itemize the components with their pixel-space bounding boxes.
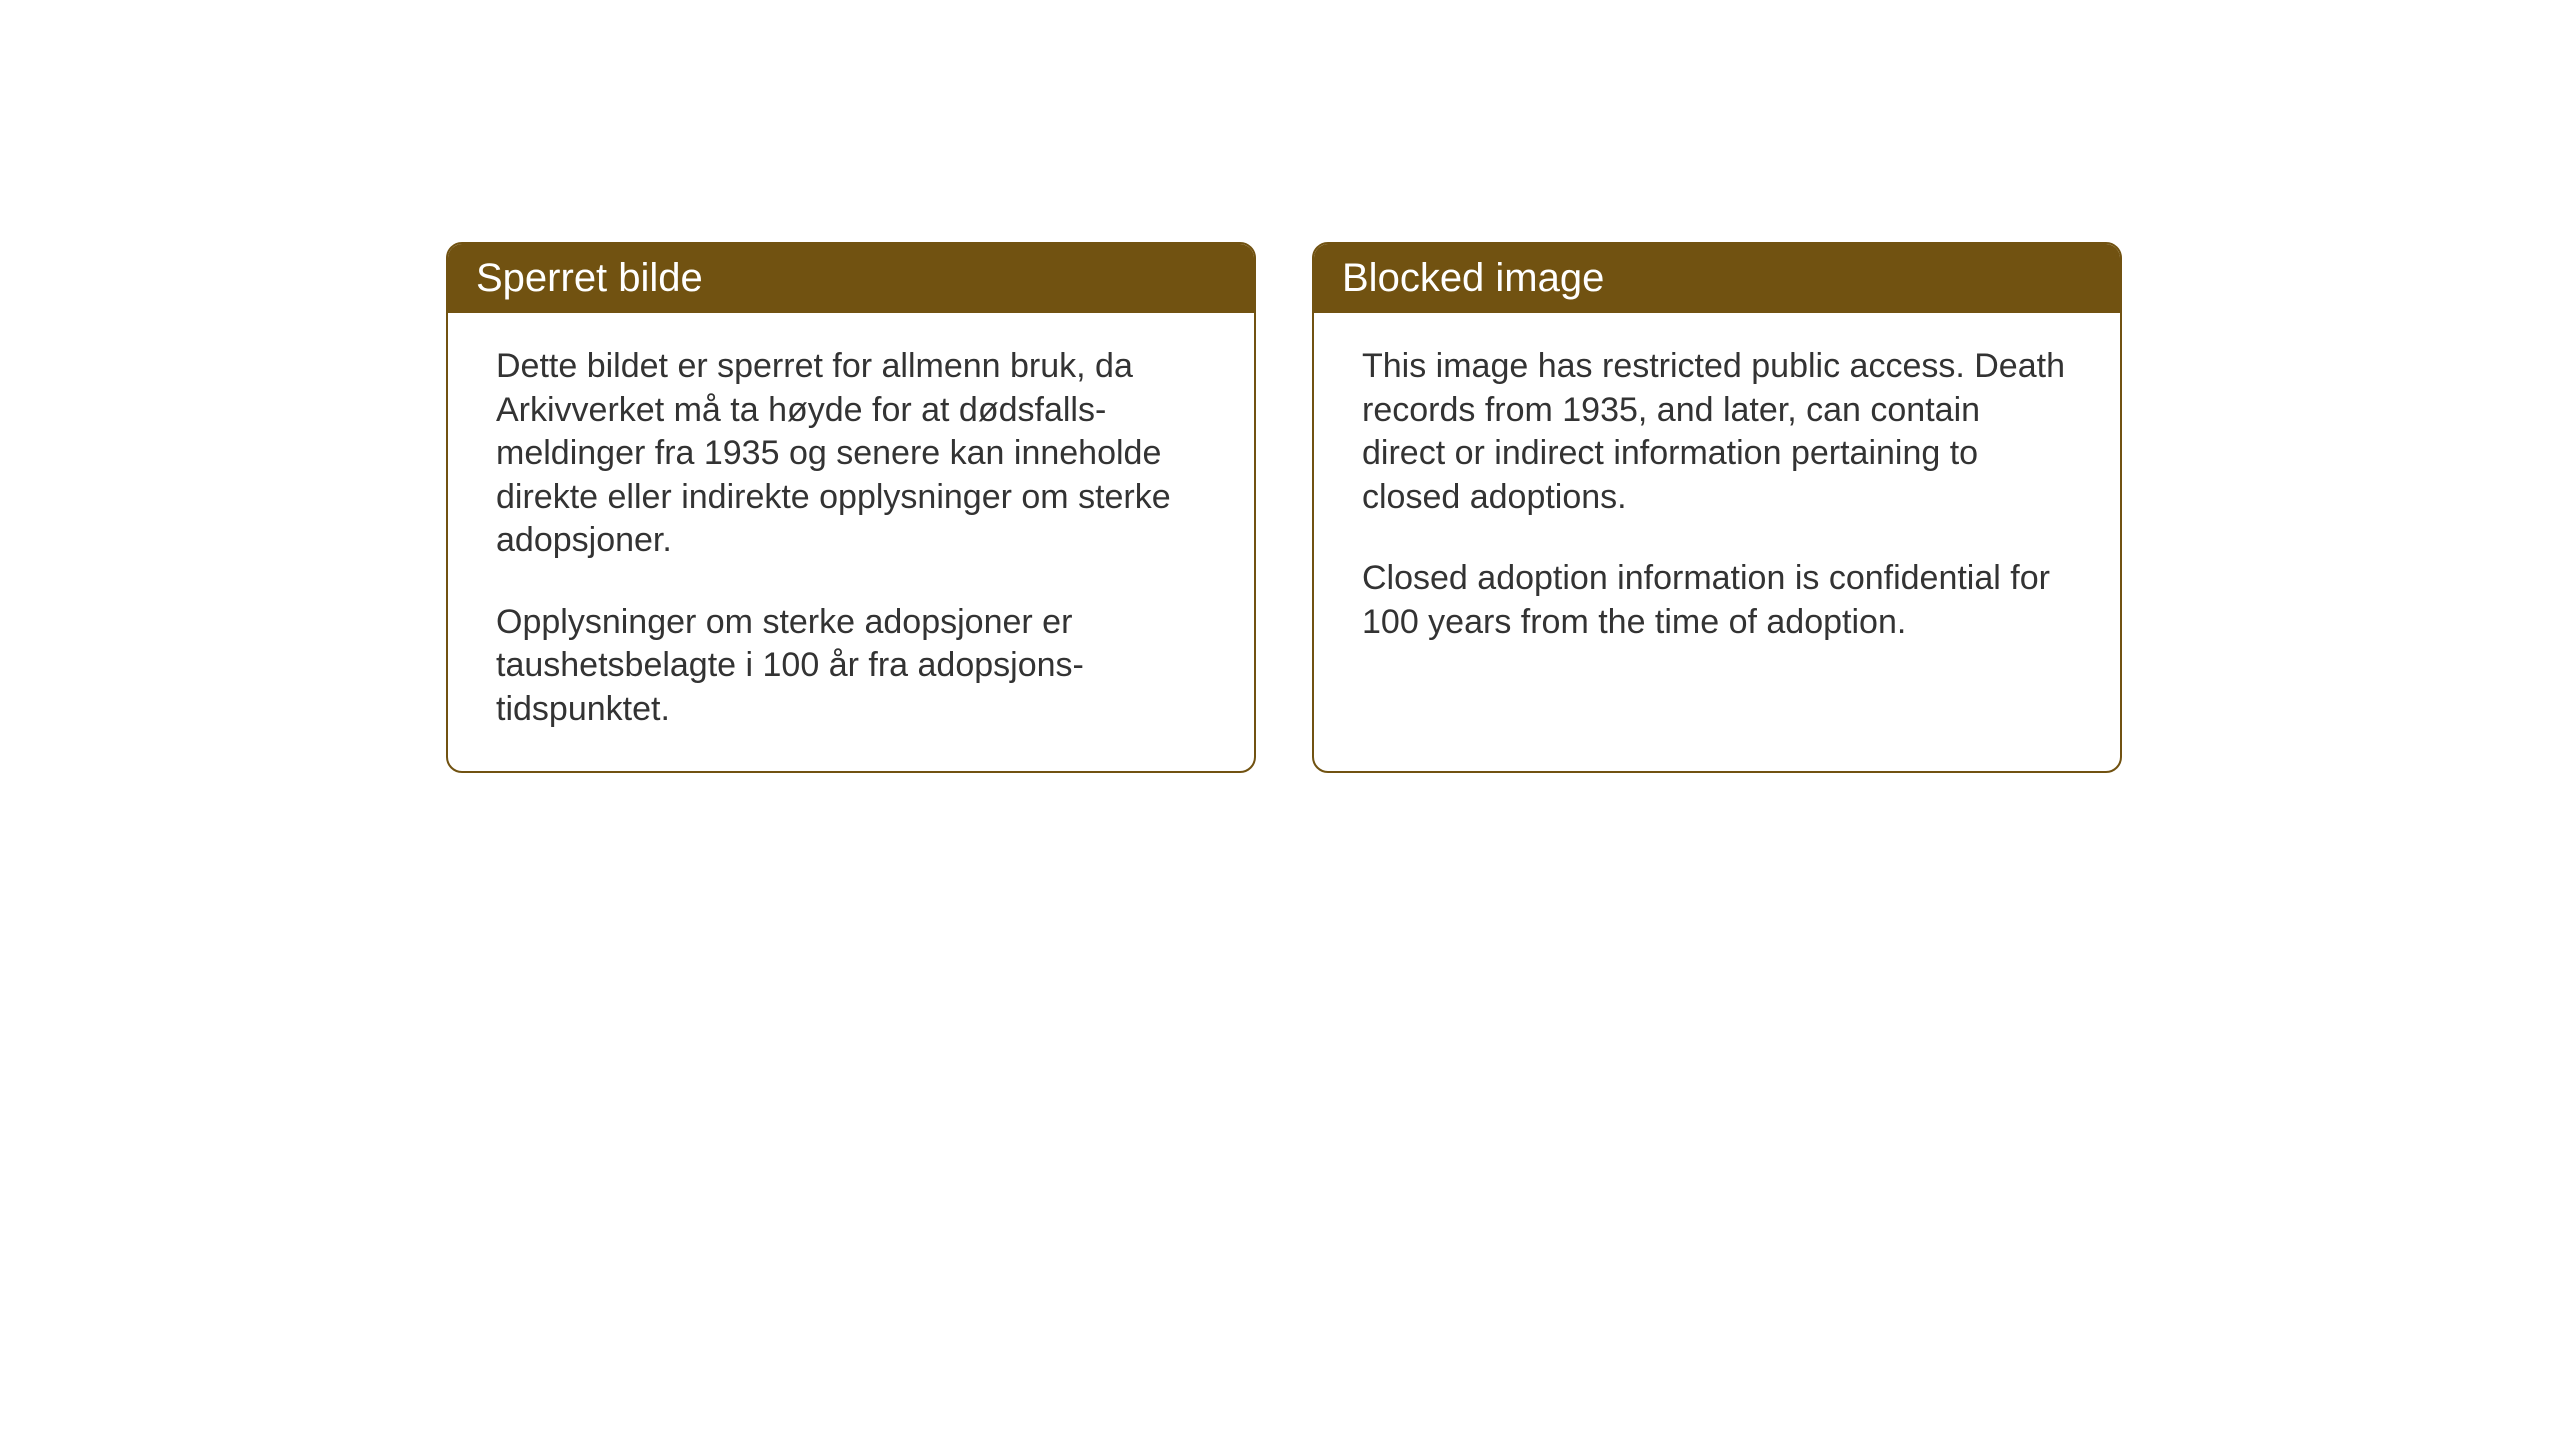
- notice-body-norwegian: Dette bildet er sperret for allmenn bruk…: [448, 313, 1254, 771]
- notice-header-english: Blocked image: [1314, 244, 2120, 313]
- notice-title: Sperret bilde: [476, 256, 703, 300]
- notice-card-english: Blocked image This image has restricted …: [1312, 242, 2122, 773]
- notice-paragraph: This image has restricted public access.…: [1362, 345, 2072, 519]
- notice-paragraph: Closed adoption information is confident…: [1362, 557, 2072, 644]
- notice-paragraph: Dette bildet er sperret for allmenn bruk…: [496, 345, 1206, 563]
- notice-body-english: This image has restricted public access.…: [1314, 313, 2120, 684]
- notice-paragraph: Opplysninger om sterke adopsjoner er tau…: [496, 601, 1206, 732]
- notice-header-norwegian: Sperret bilde: [448, 244, 1254, 313]
- notice-container: Sperret bilde Dette bildet er sperret fo…: [0, 0, 2560, 773]
- notice-card-norwegian: Sperret bilde Dette bildet er sperret fo…: [446, 242, 1256, 773]
- notice-title: Blocked image: [1342, 256, 1604, 300]
